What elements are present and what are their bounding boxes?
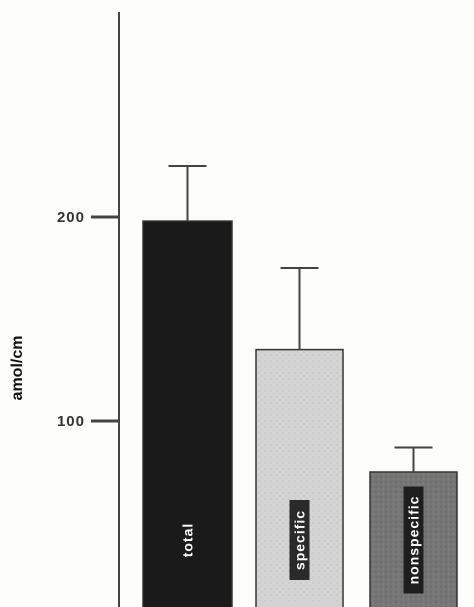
bar-label-total: total <box>180 523 196 558</box>
bar-label-nonspecific: nonspecific <box>406 496 422 585</box>
bar-label-bg-total <box>177 513 198 567</box>
y-axis-label: amol/cm <box>9 336 26 401</box>
y-tick-label-200: 200 <box>57 209 85 226</box>
bar-label-bg-nonspecific <box>403 486 424 594</box>
bar-label-bg-specific <box>289 500 310 580</box>
y-tick-label-100: 100 <box>57 413 85 430</box>
bar-label-specific: specific <box>292 510 308 570</box>
